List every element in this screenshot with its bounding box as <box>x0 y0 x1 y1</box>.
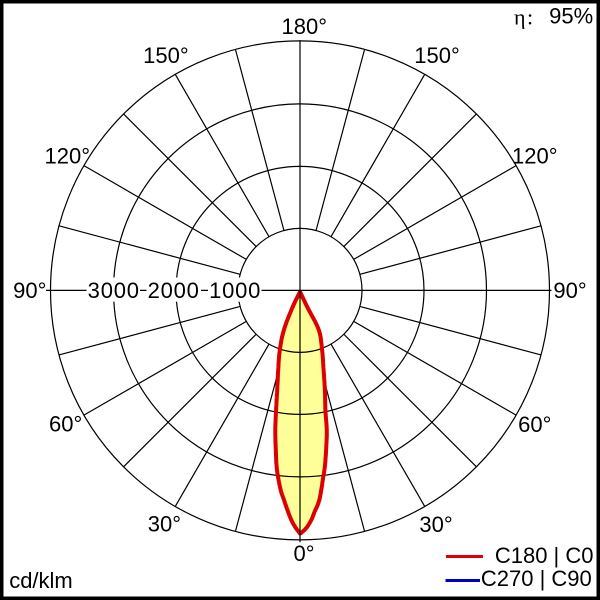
svg-text:C180 | C0: C180 | C0 <box>495 543 594 568</box>
svg-text:cd/klm: cd/klm <box>9 568 73 593</box>
svg-text:120°: 120° <box>45 144 91 169</box>
svg-text:C270 | C90: C270 | C90 <box>481 566 592 591</box>
svg-text:30°: 30° <box>419 512 452 537</box>
svg-text:60°: 60° <box>49 412 82 437</box>
svg-text:120°: 120° <box>512 144 558 169</box>
svg-text:180°: 180° <box>282 14 328 39</box>
svg-text:90°: 90° <box>553 278 586 303</box>
svg-text:1000: 1000 <box>209 278 261 303</box>
svg-text:60°: 60° <box>518 412 551 437</box>
svg-text:30°: 30° <box>148 512 181 537</box>
svg-text:95%: 95% <box>549 3 593 28</box>
svg-text:2000: 2000 <box>148 278 200 303</box>
svg-text:150°: 150° <box>143 43 189 68</box>
svg-text:90°: 90° <box>13 278 46 303</box>
svg-text:0°: 0° <box>293 541 314 566</box>
svg-text:150°: 150° <box>414 43 460 68</box>
svg-text:η:: η: <box>514 5 535 30</box>
svg-text:3000: 3000 <box>88 278 140 303</box>
